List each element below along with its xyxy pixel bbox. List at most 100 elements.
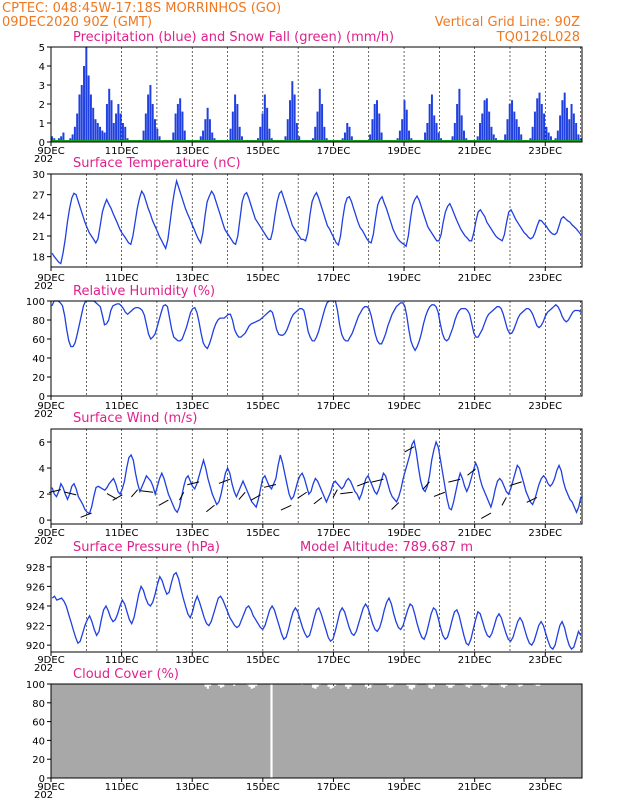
x-tick-label: 17DEC [317, 655, 351, 666]
x-tick-label: 13DEC [175, 782, 209, 793]
x-tick-label: 23DEC [528, 528, 562, 539]
precip-bar [531, 126, 534, 142]
precip-bar [259, 126, 262, 142]
x-tick-label: 9DEC [37, 401, 64, 412]
wind-arrow [280, 504, 292, 511]
precip-bar [51, 136, 53, 142]
x-tick-label: 21DEC [458, 273, 492, 284]
y-tick-label: 926 [26, 582, 45, 593]
y-tick-label: 1 [39, 119, 45, 130]
y-tick-label: 60 [32, 335, 45, 346]
wind-arrow [140, 490, 154, 493]
wind-arrow [297, 491, 307, 499]
precip-bar [117, 104, 120, 142]
precip-bar [144, 113, 147, 142]
precip-bar [266, 107, 269, 142]
precip-bar [263, 94, 266, 142]
x-tick-label: 19DEC [387, 528, 421, 539]
precip-bar [80, 85, 83, 142]
precip-bar [401, 119, 404, 142]
y-tick-label: 0 [39, 138, 45, 149]
precip-bar [202, 130, 205, 142]
precip-bar [176, 104, 179, 142]
x-tick-label: 23DEC [528, 655, 562, 666]
precip-bar [179, 98, 182, 142]
precip-bar [348, 126, 351, 142]
precip-bar [373, 104, 376, 142]
x-tick-label: 11DEC [105, 146, 139, 157]
precip-bar [506, 119, 509, 142]
x-tick-label: 23DEC [528, 401, 562, 412]
precip-bar [229, 128, 232, 142]
precip-bar [295, 123, 298, 142]
x-tick-label: 9DEC [37, 273, 64, 284]
precip-bar [350, 136, 353, 142]
x-tick-label: 21DEC [458, 782, 492, 793]
precip-bar [71, 134, 74, 142]
header-model: TQ0126L028 [496, 30, 580, 45]
x-tick-label: 13DEC [175, 401, 209, 412]
wind-arrow [64, 491, 77, 496]
x-tick-label: 23DEC [528, 782, 562, 793]
precip-bar [236, 104, 239, 142]
precip-bar [543, 113, 546, 142]
precip-bar [153, 119, 156, 142]
precip-bar [504, 134, 507, 142]
x-tick-label: 15DEC [246, 528, 280, 539]
x-tick-label: 9DEC [37, 146, 64, 157]
panel-title: Surface Pressure (hPa) [73, 540, 220, 555]
wind-arrow [218, 478, 231, 484]
precip-bar [240, 136, 243, 142]
precip-bar [318, 88, 321, 142]
x-tick-label: 11DEC [105, 528, 139, 539]
wind-arrow [481, 512, 492, 519]
precip-bar [96, 123, 99, 142]
precip-bar [108, 88, 111, 142]
y-tick-label: 922 [26, 622, 45, 633]
x-tick-label: 21DEC [458, 528, 492, 539]
panel-frame [50, 300, 583, 397]
x-tick-label: 11DEC [105, 782, 139, 793]
y-tick-label: 40 [32, 736, 45, 747]
series-line [51, 438, 582, 515]
precip-bar [208, 119, 211, 142]
wind-arrow [313, 497, 323, 505]
x-tick-label: 9DEC [37, 655, 64, 666]
precip-bar [268, 128, 271, 142]
precip-bar [99, 126, 102, 142]
precip-bar [568, 119, 571, 142]
precip-bar [458, 88, 461, 142]
precip-bar [533, 111, 536, 142]
year-label: 202 [34, 154, 53, 165]
precip-bar [206, 107, 209, 142]
series-line [51, 300, 582, 352]
precip-bar [424, 132, 427, 142]
wind-arrow [448, 478, 461, 483]
precip-bar [151, 104, 154, 142]
y-tick-label: 0 [39, 774, 45, 785]
panel-2: Surface Temperature (nC) 18 21 24 27 30 9DEC 11… [32, 156, 583, 292]
precip-bar [94, 119, 97, 142]
precip-bar [105, 104, 108, 142]
precip-bar [211, 132, 214, 142]
y-tick-label: 20 [32, 373, 45, 384]
precip-bar [538, 92, 541, 142]
x-tick-label: 13DEC [175, 273, 209, 284]
x-tick-label: 13DEC [175, 146, 209, 157]
y-tick-label: 21 [32, 232, 45, 243]
precip-bar [520, 134, 523, 142]
wind-arrow [356, 481, 369, 487]
precip-bar [110, 100, 113, 142]
year-label: 202 [34, 663, 53, 674]
precip-bar [158, 136, 161, 142]
precip-bar [483, 100, 486, 142]
y-tick-label: 5 [39, 43, 45, 54]
precip-bar [479, 123, 481, 142]
panel-title: Relative Humidity (%) [73, 284, 215, 299]
precip-bar [199, 136, 202, 142]
panel-title: Cloud Cover (%) [73, 667, 179, 682]
precip-bar [289, 100, 292, 142]
y-tick-label: 100 [26, 297, 45, 308]
x-tick-label: 23DEC [528, 273, 562, 284]
precip-bar [517, 126, 520, 142]
